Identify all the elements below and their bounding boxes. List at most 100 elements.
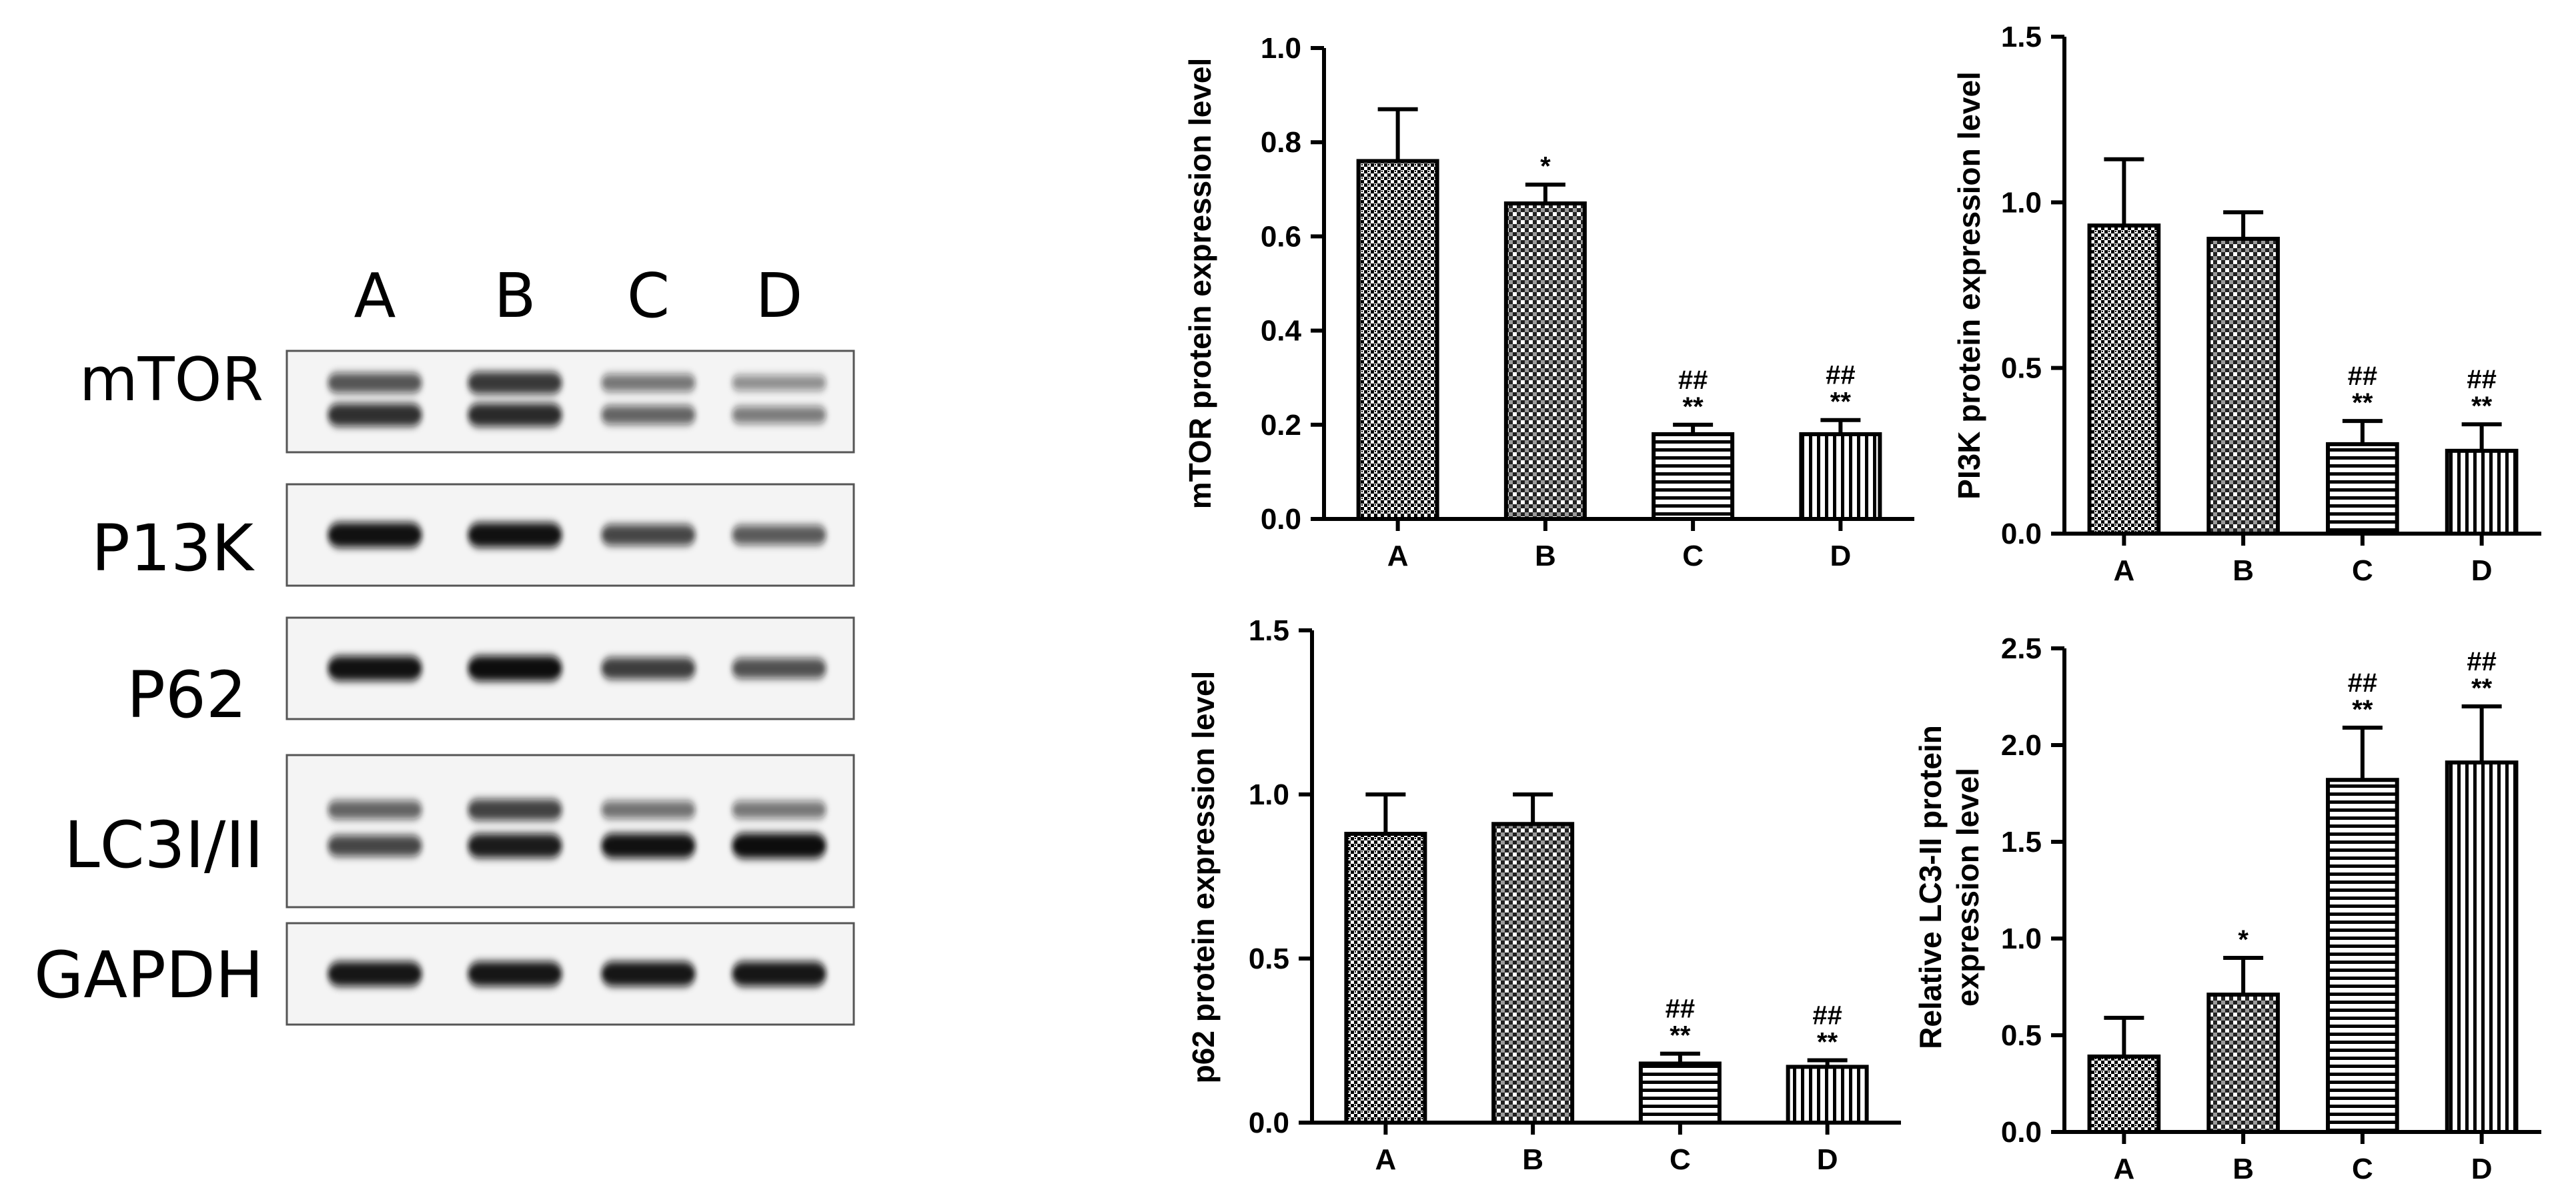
x-tick-label: B [1535,540,1556,572]
x-tick-label: C [2352,554,2373,587]
blot-band [601,961,696,987]
y-tick-label: 1.5 [2001,21,2042,53]
significance-mark: * [2238,925,2248,955]
blot-band [328,522,422,548]
y-tick-label: 0.2 [1261,409,1301,442]
x-tick-label: C [1682,540,1704,572]
blot-band [732,833,826,858]
y-tick-label: 0.5 [2001,1019,2042,1052]
significance-mark: ## [2467,647,2497,676]
y-tick-label: 0.4 [1261,315,1302,348]
chart-mtor: 0.00.20.40.60.81.0A B*C**##D**##mTOR prot… [1183,32,1914,572]
lane-label: A [354,260,396,332]
bar-b [2206,993,2280,1134]
bar-c [1652,432,1735,521]
y-tick-label: 1.0 [1261,32,1301,65]
blot-band [328,403,422,427]
bar-a [2087,223,2161,536]
y-axis-label-line: expression level [1950,768,1985,1007]
blot-band [732,406,826,424]
x-tick-label: C [2352,1153,2373,1185]
blot-row: mTOR [79,345,855,454]
significance-mark: ** [2471,674,2493,703]
blot-band [468,403,562,427]
significance-mark: ## [1666,995,1696,1024]
blot-band [468,961,562,987]
y-tick-label: 0.0 [1249,1107,1289,1139]
blot-band [732,658,826,679]
x-tick-label: D [1830,540,1851,572]
x-tick-label: D [2471,554,2493,587]
bar-b [1491,822,1575,1125]
blot-band [468,799,562,820]
significance-mark: ** [1670,1021,1691,1051]
x-tick-label: D [1817,1143,1838,1176]
blot-row-label: P13K [91,511,255,586]
significance-mark: ** [2471,392,2493,421]
blot-band [732,375,826,391]
blot-band [468,372,562,394]
significance-mark: ## [1678,366,1708,395]
western-blot-panel: A B C D mTOR P13K P62 LC3I/II GAPDH [34,260,855,1026]
x-tick-label: B [2232,554,2254,587]
x-tick-label: A [1375,1143,1396,1176]
significance-mark: ## [2467,365,2497,394]
y-tick-label: 1.0 [2001,186,2042,219]
blot-band [732,961,826,987]
chart-p62: 0.00.51.01.5A B C**##D**##p62 protein expr… [1186,614,1901,1176]
x-tick-label: A [2113,554,2134,587]
blot-band [328,656,422,681]
y-tick-label: 0.5 [1249,943,1289,975]
y-tick-label: 0.6 [1261,220,1301,253]
y-tick-label: 0.0 [2001,1116,2042,1149]
y-axis-label: Relative LC3-II proteinexpression level [1913,725,1985,1049]
blot-membrane [285,350,855,454]
x-tick-label: B [2232,1153,2254,1185]
blot-row-label: GAPDH [34,938,263,1013]
bar-a [2087,1054,2161,1135]
blot-band [468,833,562,858]
blot-band [732,801,826,818]
lane-label: D [756,260,803,332]
bar-d [2445,760,2519,1134]
blot-row: P62 [127,616,855,732]
blot-band [601,800,696,819]
y-axis-label: PI3K protein expression level [1952,71,1986,500]
blot-band [732,525,826,545]
bar-a [1356,159,1439,521]
significance-mark: ## [2348,362,2378,391]
significance-mark: ## [2348,668,2378,698]
blot-band [601,374,696,392]
blot-band [468,522,562,548]
significance-mark: ** [1817,1028,1838,1057]
bar-c [1638,1061,1722,1125]
bar-d [2445,448,2519,536]
blot-band [328,961,422,987]
blot-band [601,657,696,680]
significance-mark: ## [1812,1001,1842,1031]
bar-a [1344,832,1427,1125]
significance-mark: ** [1683,392,1704,422]
lane-labels: A B C D [354,260,803,332]
lane-label: B [494,260,536,332]
bar-d [1786,1065,1869,1125]
blot-band [328,835,422,856]
blot-row: LC3I/II [64,754,855,909]
blot-band [601,833,696,858]
significance-mark: ** [2352,695,2373,724]
y-axis-label: p62 protein expression level [1186,671,1221,1084]
blot-band [328,800,422,820]
chart-lc3: 0.00.51.01.52.02.5A B*C**##D**##Relative … [1913,632,2541,1185]
y-tick-label: 0.0 [2001,518,2042,550]
blot-band [601,405,696,425]
blot-row: GAPDH [34,922,855,1026]
x-tick-label: C [1670,1143,1691,1176]
y-tick-label: 0.8 [1261,126,1301,159]
blot-band [601,524,696,546]
blot-rows: mTOR P13K P62 LC3I/II GAPDH [34,345,855,1026]
y-tick-label: 2.5 [2001,632,2042,665]
y-axis-label: mTOR protein expression level [1183,58,1217,510]
y-tick-label: 1.5 [2001,826,2042,858]
bar-b [1503,201,1587,521]
